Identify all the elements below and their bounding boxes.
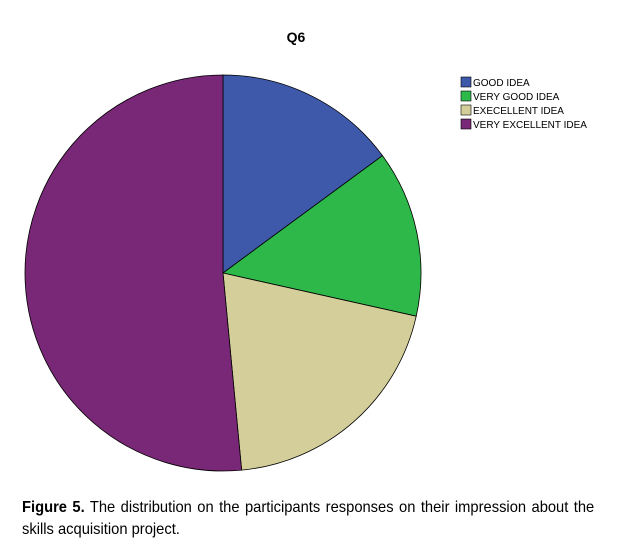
legend: GOOD IDEA VERY GOOD IDEA EXECELLENT IDEA VE… (460, 76, 587, 131)
pie-slice-execellent-idea (222, 272, 417, 471)
pie-slice-good-idea (222, 74, 384, 274)
legend-label: GOOD IDEA (473, 78, 530, 89)
legend-label: VERY EXCELLENT IDEA (473, 120, 587, 131)
pie-slice-very-excellent-idea (24, 74, 243, 472)
chart-title: Q6 (287, 29, 306, 45)
legend-swatch (460, 76, 472, 88)
pie-chart: Q6 GOOD IDEA VERY GOOD IDEA EXECELLENT IDE… (24, 29, 587, 472)
legend-swatch (460, 118, 472, 130)
legend-swatch (460, 104, 472, 116)
legend-swatch (460, 90, 472, 102)
pie-slice-very-good-idea (222, 155, 422, 317)
figure-caption: Figure 5. The distribution on the partic… (22, 497, 594, 541)
caption-label: Figure 5. (22, 499, 85, 516)
legend-label: EXECELLENT IDEA (473, 106, 564, 117)
caption-text: The distribution on the participants res… (22, 499, 595, 538)
legend-label: VERY GOOD IDEA (473, 92, 560, 103)
pie-slices (24, 74, 422, 472)
